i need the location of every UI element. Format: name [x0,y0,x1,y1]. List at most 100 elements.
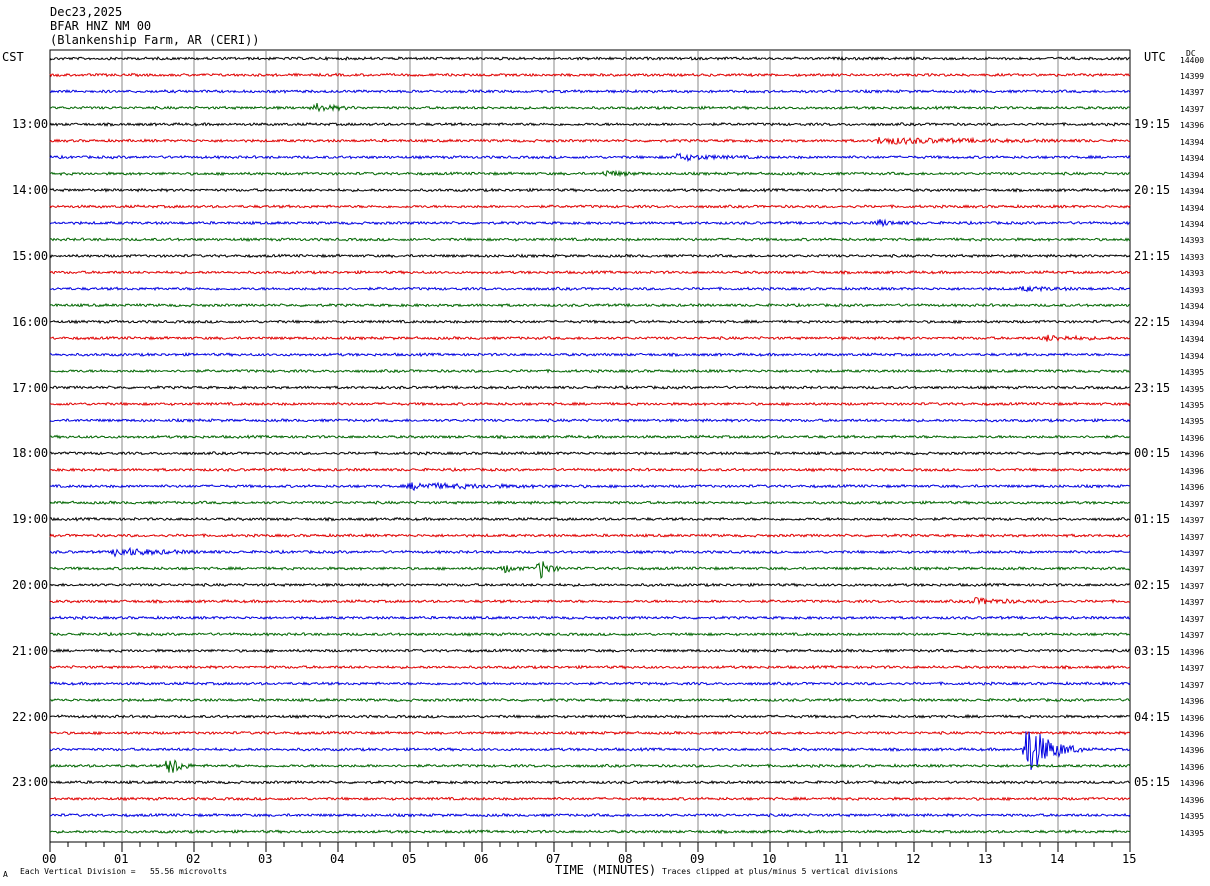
x-tick-label: 00 [42,852,57,866]
utc-hour-label: 21:15 [1134,248,1171,263]
dc-value-label: 14395 [1180,417,1205,427]
x-tick-label: 01 [114,852,129,866]
x-tick-label: 15 [1122,852,1137,866]
seismic-trace-row-31 [49,561,1131,579]
seismic-trace-row-5 [49,136,1131,146]
utc-hour-label: 22:15 [1134,314,1171,329]
x-tick-label: 06 [474,852,489,866]
dc-value-label: 14396 [1180,779,1205,789]
dc-value-label: 14394 [1180,351,1205,361]
dc-value-label: 14394 [1180,137,1205,147]
dc-value-label: 14396 [1180,746,1205,756]
cst-hour-label: 18:00 [12,446,49,461]
seismic-trace-row-32 [49,582,1131,588]
x-tick-label: 07 [546,852,561,866]
dc-value-label: 14394 [1180,170,1205,180]
x-tick-label: 14 [1050,852,1065,866]
dc-value-label: 14394 [1180,220,1205,229]
dc-value-label: 14399 [1180,71,1205,81]
cst-hour-label: 23:00 [12,775,49,790]
dc-value-label: 14397 [1180,581,1205,591]
seismic-trace-row-8 [49,187,1131,193]
seismic-trace-row-15 [49,302,1131,308]
dc-value-label: 14397 [1180,532,1205,542]
seismic-trace-row-27 [49,500,1131,506]
x-tick-label: 08 [618,852,633,866]
dc-value-label: 14394 [1180,203,1205,213]
dc-value-label: 14396 [1180,697,1205,707]
seismic-trace-row-35 [50,631,1131,637]
cst-hour-label: 14:00 [12,183,49,198]
seismic-trace-row-44 [49,779,1131,785]
seismic-trace-row-22 [49,417,1131,423]
seismic-trace-row-40 [49,713,1131,719]
dc-value-label: 14395 [1180,828,1205,838]
dc-value-label: 14395 [1180,400,1205,410]
dc-value-label: 14397 [1180,614,1205,624]
seismic-trace-row-21 [49,401,1131,407]
cst-hour-label: 15:00 [12,248,49,263]
seismic-trace-row-36 [49,647,1131,654]
left-timezone: CST [2,50,24,64]
seismic-trace-row-43 [49,759,1131,773]
dc-value-label: 14393 [1180,252,1205,262]
seismic-trace-row-34 [49,615,1131,621]
utc-hour-label: 19:15 [1134,117,1171,132]
dc-value-label: 14396 [1180,647,1205,657]
dc-value-label: 14400 [1180,55,1205,65]
dc-value-label: 14396 [1180,433,1205,443]
footer-mark: A [3,870,8,879]
seismic-trace-row-4 [49,121,1131,127]
seismic-trace-row-14 [49,285,1131,293]
seismic-trace-row-6 [49,152,1131,163]
utc-hour-label: 01:15 [1134,512,1171,527]
seismic-trace-row-46 [49,812,1131,818]
dc-value-label: 14396 [1180,762,1205,772]
utc-hour-label: 04:15 [1134,709,1171,724]
dc-value-label: 14396 [1180,483,1205,493]
seismic-trace-row-41 [49,730,1131,736]
utc-hour-label: 23:15 [1134,380,1171,395]
cst-hour-label: 13:00 [12,117,49,132]
cst-hour-label: 19:00 [12,512,49,527]
dc-value-label: 14395 [1180,384,1205,394]
seismic-trace-row-11 [49,236,1131,243]
x-tick-label: 03 [258,852,273,866]
dc-value-label: 14394 [1180,154,1205,164]
seismic-trace-row-13 [49,269,1131,276]
utc-hour-label: 03:15 [1134,643,1171,658]
right-timezone: UTC [1144,50,1166,64]
cst-hour-label: 21:00 [12,643,49,658]
seismic-trace-row-42 [49,731,1131,771]
dc-value-label: 14397 [1180,598,1205,608]
dc-value-label: 14396 [1180,466,1205,476]
dc-value-label: 14396 [1180,795,1205,805]
seismic-trace-row-1 [49,72,1131,78]
seismic-trace-row-30 [49,546,1131,558]
dc-value-label: 14397 [1180,680,1205,690]
seismic-trace-row-17 [49,334,1131,342]
seismic-trace-row-25 [50,466,1131,473]
utc-hour-label: 05:15 [1134,775,1171,790]
cst-hour-label: 17:00 [12,380,49,395]
x-tick-label: 04 [330,852,345,866]
utc-hour-label: 20:15 [1134,183,1171,198]
seismic-trace-row-10 [49,218,1131,228]
seismic-trace-row-39 [49,697,1131,703]
seismic-trace-row-38 [49,680,1131,687]
seismic-trace-row-26 [49,481,1131,492]
x-tick-label: 09 [690,852,705,866]
seismic-trace-row-28 [49,516,1131,522]
seismic-trace-row-0 [49,55,1131,62]
clip-note: Traces clipped at plus/minus 5 vertical … [662,867,899,876]
seismic-trace-row-37 [49,664,1131,670]
cst-hour-label: 16:00 [12,314,49,329]
dc-value-label: 14393 [1180,236,1205,246]
x-tick-label: 12 [906,852,921,866]
seismic-trace-row-18 [50,352,1131,358]
vertical-division-note: Each Vertical Division = 55.56 microvolt… [20,867,228,876]
plot-date: Dec23,2025 [50,5,123,19]
x-tick-label: 13 [978,852,993,866]
dc-value-label: 14397 [1180,104,1205,114]
